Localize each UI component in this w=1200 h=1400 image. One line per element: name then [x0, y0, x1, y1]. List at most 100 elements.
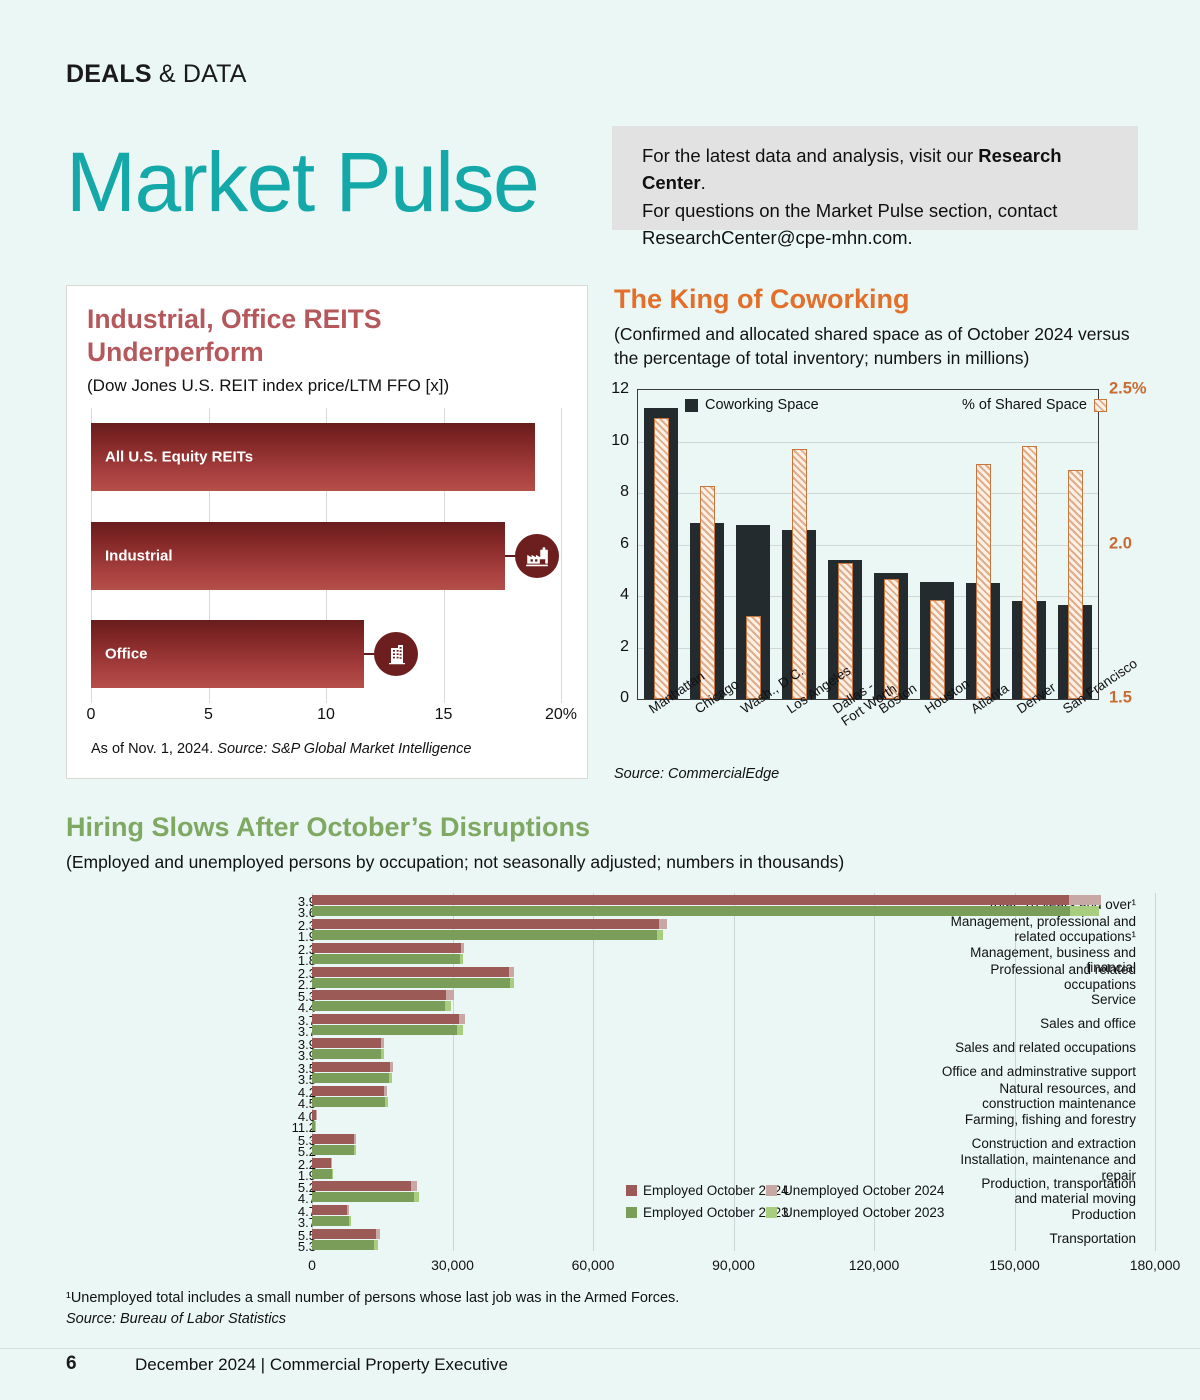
hiring-bar-employed-2023 — [312, 1192, 415, 1203]
coworking-y-right-label: 2.0 — [1109, 534, 1132, 552]
reit-x-tick-label: 20% — [544, 706, 578, 723]
kicker-rest: & DATA — [151, 60, 247, 88]
hiring-rate-2024: 5.3 — [297, 989, 316, 1005]
hiring-bar-employed-2023 — [312, 1168, 333, 1179]
hiring-bar-employed-2023 — [312, 1025, 458, 1036]
hiring-legend-label: Employed October 2023 — [643, 1205, 789, 1220]
reit-icon-connector — [504, 554, 523, 557]
coworking-legend-label: Coworking Space — [705, 397, 819, 413]
reit-bar-label: Office — [105, 645, 148, 663]
callout-line-2: For questions on the Market Pulse sectio… — [642, 199, 1058, 221]
hiring-rate-2023: 4.4 — [297, 1000, 316, 1016]
coworking-y-left-label: 4 — [620, 586, 629, 603]
hiring-legend-swatch — [626, 1185, 637, 1196]
coworking-y-left-label: 0 — [620, 689, 629, 706]
hiring-bar-employed-2023 — [312, 953, 461, 964]
coworking-y-left-label: 10 — [611, 431, 629, 449]
hiring-rate-2024: 5.3 — [297, 1132, 316, 1148]
hiring-rate-2023: 3.5 — [297, 1072, 316, 1088]
hiring-rate-2023: 3.6 — [297, 905, 316, 920]
research-center-link[interactable]: Research Center — [642, 145, 1062, 194]
reit-bar-label: Industrial — [105, 547, 173, 564]
hiring-rate-2024: 3.9 — [297, 894, 316, 909]
hiring-legend-item: Unemployed October 2023 — [766, 1205, 944, 1220]
hiring-bar-employed-2023 — [312, 1240, 375, 1251]
kicker-bold: DEALS — [66, 60, 152, 88]
shared-space-bar — [837, 563, 853, 699]
hiring-gridline — [593, 893, 594, 1251]
hiring-x-tick-label: 60,000 — [571, 1257, 615, 1273]
coworking-y-left-label: 6 — [620, 534, 629, 552]
hiring-legend-item: Employed October 2023 — [626, 1205, 789, 1220]
hiring-bar-unemployed-2023 — [384, 1096, 388, 1107]
hiring-rate-2023: 3.9 — [297, 1048, 316, 1064]
hiring-bar-employed-2024 — [312, 1109, 316, 1120]
hiring-category-label: Service — [1090, 992, 1136, 1008]
hiring-bar-unemployed-2023 — [656, 929, 664, 940]
hiring-bar-unemployed-2024 — [376, 1229, 380, 1240]
hiring-bar-employed-2023 — [312, 1001, 445, 1012]
hiring-bar-unemployed-2023 — [349, 1216, 351, 1227]
hiring-bar-unemployed-2024 — [460, 942, 465, 953]
hiring-bar-unemployed-2023 — [380, 1049, 384, 1060]
hiring-rate-2024: 4.0 — [297, 1108, 316, 1124]
hiring-bar-employed-2023 — [312, 1096, 385, 1107]
hiring-rate-2023: 1.9 — [297, 1167, 316, 1183]
hiring-bar-employed-2024 — [312, 966, 510, 977]
reit-title-line-1: Industrial, Office REITS — [87, 304, 382, 334]
hiring-category-label: Construction and extraction — [971, 1135, 1136, 1151]
hiring-x-tick-label: 180,000 — [1129, 1257, 1181, 1273]
hiring-bar-unemployed-2024 — [658, 918, 667, 929]
reit-plot-area: All U.S. Equity REITs Industrial Office — [91, 408, 562, 703]
hiring-bar-employed-2023 — [312, 1144, 354, 1155]
coworking-legend-item-shared: % of Shared Space — [962, 397, 1107, 413]
hiring-bar-unemployed-2023 — [414, 1192, 420, 1203]
hiring-rate-2024: 5.2 — [297, 1180, 316, 1196]
reit-chart-title: Industrial, Office REITS Underperform — [87, 303, 557, 370]
callout-line-3: ResearchCenter@cpe-mhn.com. — [642, 227, 913, 249]
hiring-legend-item: Employed October 2024 — [626, 1183, 789, 1198]
hiring-bar-employed-2024 — [312, 1181, 412, 1192]
hiring-bar-employed-2023 — [312, 1216, 350, 1227]
reit-bar-label: All U.S. Equity REITs — [105, 448, 254, 466]
hiring-bar-employed-2023 — [312, 1120, 316, 1131]
hiring-bar-unemployed-2024 — [383, 1085, 387, 1096]
hiring-chart-title: Hiring Slows After October’s Disruptions — [66, 812, 591, 842]
coworking-y-left-label: 12 — [611, 380, 629, 397]
hiring-gridline — [874, 893, 875, 1251]
callout-text-a: For the latest data and analysis, visit … — [642, 145, 979, 166]
shared-space-bar — [1021, 445, 1037, 699]
hiring-rate-2024: 2.3 — [297, 917, 316, 933]
footer-text: December 2024 | Commercial Property Exec… — [135, 1355, 508, 1374]
hiring-legend-swatch — [766, 1185, 777, 1196]
hiring-x-tick-label: 150,000 — [989, 1257, 1040, 1273]
hiring-plot-area: 0 30,000 60,000 90,000 120,000 150,000 180,000… — [66, 893, 1180, 1273]
hiring-gridline — [1014, 893, 1016, 1251]
hiring-bar-unemployed-2024 — [354, 1133, 357, 1144]
hiring-category-label: Farming, fishing and forestry — [964, 1111, 1136, 1127]
hiring-bar-employed-2023 — [312, 977, 511, 988]
shared-legend-label: % of Shared Space — [962, 397, 1087, 413]
hiring-legend-swatch — [626, 1207, 637, 1218]
hiring-x-tick-label: 30,000 — [431, 1257, 474, 1273]
reit-x-tick-label: 15 — [434, 706, 453, 723]
coworking-legend-item-space: Coworking Space — [685, 397, 819, 413]
reit-gridline — [561, 408, 562, 703]
reit-chart-subtitle: (Dow Jones U.S. REIT index price/LTM FFO… — [87, 376, 450, 395]
hiring-bar-employed-2024 — [312, 990, 447, 1001]
hiring-rate-2023: 3.7 — [297, 1024, 316, 1040]
shared-space-bar — [1067, 470, 1083, 699]
hiring-rate-2024: 5.5 — [297, 1228, 316, 1244]
footer-divider — [0, 1348, 1200, 1349]
coworking-gridline — [638, 441, 1098, 443]
coworking-legend-swatch — [685, 398, 698, 412]
hiring-bar-unemployed-2024 — [509, 966, 514, 977]
shared-legend-swatch — [1093, 398, 1107, 412]
hiring-rate-2024: 4.7 — [297, 1204, 316, 1220]
hiring-x-tick-label: 0 — [308, 1257, 316, 1273]
hiring-rate-2024: 3.5 — [297, 1061, 316, 1077]
page-number: 6 — [66, 1353, 77, 1374]
hiring-bar-unemployed-2023 — [388, 1073, 392, 1084]
coworking-y-left-label: 2 — [620, 637, 629, 655]
hiring-gridline — [733, 893, 735, 1251]
